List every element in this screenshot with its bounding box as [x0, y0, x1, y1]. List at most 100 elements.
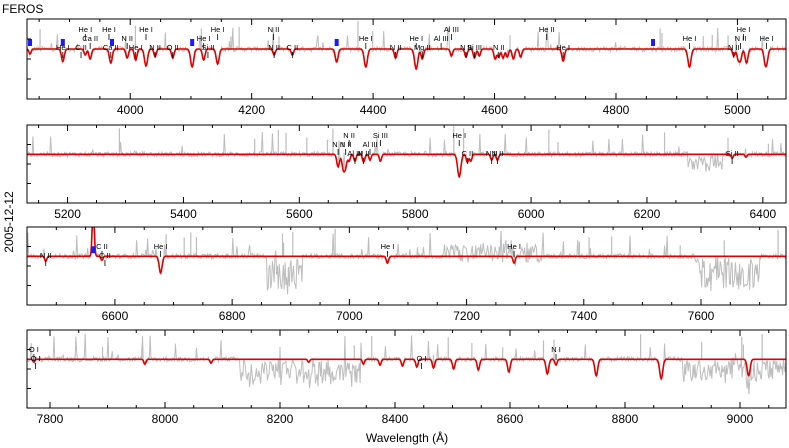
instrument-label: FEROS [2, 2, 43, 16]
x-tick-label: 7600 [688, 309, 715, 323]
line-marker [334, 39, 339, 46]
line-id-label: Al III [347, 149, 362, 158]
line-id-label: He I [211, 25, 225, 34]
line-id-label: N II [460, 43, 472, 52]
x-tick-label: 4800 [603, 103, 630, 117]
model-spectrum [27, 153, 786, 179]
observed-spectrum [27, 333, 786, 395]
x-tick-label: 9000 [727, 412, 754, 426]
model-spectrum [27, 48, 786, 71]
x-tick-label: 8800 [612, 412, 639, 426]
x-tick-label: 5800 [402, 207, 429, 221]
x-axis-title: Wavelength (Å) [366, 430, 448, 445]
x-tick-label: 6400 [749, 207, 776, 221]
line-id-label: He I [737, 25, 751, 34]
line-id-label: C II [287, 43, 299, 52]
line-id-label: N II [343, 131, 355, 140]
line-marker [91, 246, 96, 254]
line-id-label: Si II [201, 43, 214, 52]
line-marker [651, 39, 656, 46]
line-id-label: He I [409, 34, 423, 43]
x-tick-label: 8200 [267, 412, 294, 426]
x-tick-label: 6000 [518, 207, 545, 221]
x-tick-label: 7400 [570, 309, 597, 323]
x-tick-label: 8000 [152, 412, 179, 426]
line-id-label: Al III [362, 140, 377, 149]
line-id-label: He I [683, 34, 697, 43]
line-id-label: N II [40, 251, 52, 260]
line-id-label: He I [760, 34, 774, 43]
line-id-label: He I [56, 43, 70, 52]
line-id-label: N II [492, 149, 504, 158]
panel-3: N II C IIC II He I He I He I 6600 6800 7000 7200… [26, 226, 787, 323]
x-tick-label: 6200 [634, 207, 661, 221]
line-id-label: N II [332, 140, 344, 149]
line-id-label: N II [486, 149, 498, 158]
date-label: 2005-12-12 [2, 191, 16, 253]
line-id-label: He II [539, 25, 555, 34]
line-id-label: Mg II [414, 43, 431, 52]
line-id-label: C II [99, 251, 111, 260]
line-id-label: He I [102, 25, 116, 34]
line-id-label: He I [452, 131, 466, 140]
x-tick-label: 4400 [360, 103, 387, 117]
line-marker [60, 39, 65, 46]
x-tick-label: 7000 [336, 309, 363, 323]
x-tick-label: 5200 [54, 207, 81, 221]
line-id-label: He I [154, 242, 168, 251]
panel-frame [26, 329, 787, 409]
line-id-label: O I [416, 354, 426, 363]
line-id-label: Al III [434, 34, 449, 43]
line-id-label: He I [139, 25, 153, 34]
line-id-label: He I [197, 34, 211, 43]
line-id-label: O II [167, 43, 179, 52]
observed-spectrum [27, 227, 786, 295]
x-tick-label: 8400 [382, 412, 409, 426]
line-id-label: Si II [726, 149, 739, 158]
line-id-label: N II [358, 149, 370, 158]
line-id-label: Si III [467, 43, 482, 52]
line-id-label: He I [507, 242, 521, 251]
line-id-label: He I [78, 25, 92, 34]
line-id-label: N II [121, 34, 133, 43]
model-spectrum [27, 227, 786, 275]
line-id-label: Al III [444, 25, 459, 34]
line-marker [110, 39, 115, 46]
model-spectrum [27, 358, 786, 381]
line-id-label: N II [268, 43, 280, 52]
line-id-label: N II [268, 25, 280, 34]
x-tick-label: 7200 [453, 309, 480, 323]
x-tick-label: 8600 [497, 412, 524, 426]
line-id-label: N I [551, 345, 561, 354]
panel-frame [26, 124, 787, 204]
panel-frame [26, 226, 787, 306]
x-tick-label: 6800 [219, 309, 246, 323]
line-id-label: O I [31, 354, 41, 363]
x-tick-label: 4600 [481, 103, 508, 117]
x-tick-label: 6600 [102, 309, 129, 323]
line-id-label: He I [129, 43, 143, 52]
x-tick-label: 7800 [37, 412, 64, 426]
x-tick-label: 4000 [117, 103, 144, 117]
line-id-label: C II [75, 43, 87, 52]
line-id-label: C II [461, 149, 473, 158]
x-tick-label: 5400 [170, 207, 197, 221]
line-id-label: He I [381, 242, 395, 251]
x-tick-label: 5000 [724, 103, 751, 117]
line-id-label: N II [149, 43, 161, 52]
line-id-label: He I [556, 43, 570, 52]
line-id-label: N II [340, 140, 352, 149]
x-tick-label: 5600 [286, 207, 313, 221]
x-tick-label: 4200 [238, 103, 265, 117]
line-id-label: N II [493, 43, 505, 52]
line-id-label: Si III [373, 131, 388, 140]
line-id-label: N II [728, 43, 740, 52]
line-id-label: O I [29, 345, 39, 354]
line-id-label: He I [359, 34, 373, 43]
line-id-label: Ca II [82, 34, 98, 43]
line-id-label: N II [735, 34, 747, 43]
